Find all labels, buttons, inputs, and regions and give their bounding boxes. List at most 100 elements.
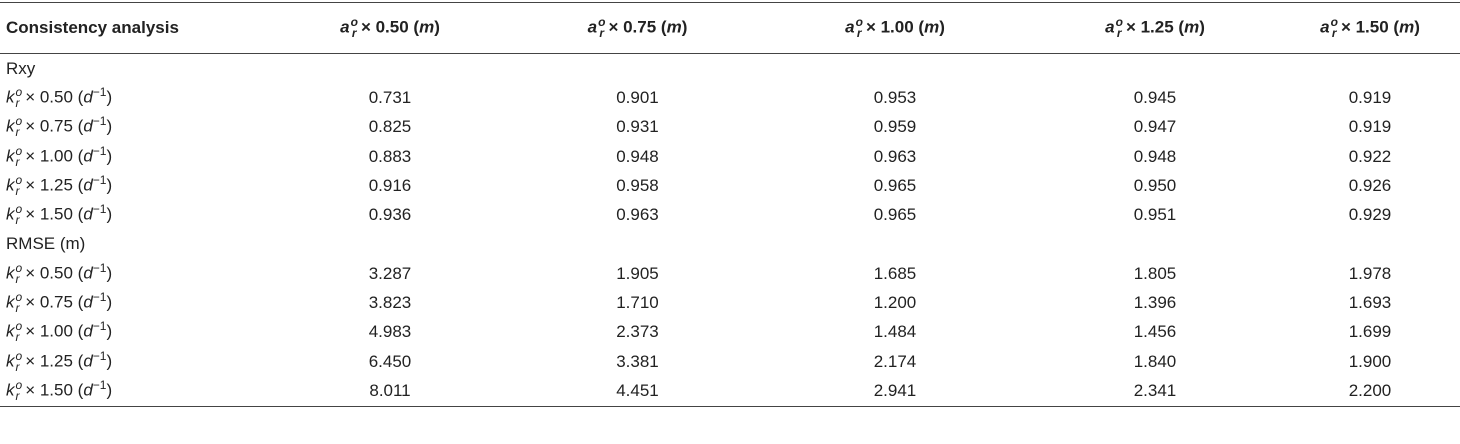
row-label: k o r × 0.75 (d−1) bbox=[0, 288, 265, 317]
empty-cell bbox=[265, 230, 515, 259]
cell: 2.200 bbox=[1348, 380, 1392, 400]
unit: m bbox=[419, 17, 435, 37]
superscript: o bbox=[15, 348, 23, 363]
row-label: k o r × 0.50 (d−1) bbox=[0, 259, 265, 288]
row-label: k o r × 0.75 (d−1) bbox=[0, 113, 265, 142]
cell: 0.731 bbox=[368, 87, 412, 107]
data-row: k o r × 0.50 (d−1) 3.287 1.905 1.685 1.805 1.978 bbox=[0, 259, 1460, 288]
subscript: r bbox=[15, 359, 20, 374]
factor-text: × 1.25 ( bbox=[25, 175, 84, 195]
cell: 1.840 bbox=[1133, 351, 1177, 371]
cell: 1.805 bbox=[1133, 263, 1177, 283]
factor-text: × 1.50 ( bbox=[25, 380, 84, 400]
table-body: Rxy k o r × 0.50 (d−1) 0.731 0.901 0.953 0.945 0.… bbox=[0, 54, 1460, 407]
cell: 3.287 bbox=[368, 263, 412, 283]
superscript: o bbox=[15, 290, 23, 305]
factor-text: × 0.75 ( bbox=[25, 292, 84, 312]
subscript: r bbox=[15, 330, 20, 345]
cell: 3.823 bbox=[368, 293, 412, 313]
cell: 1.693 bbox=[1348, 293, 1392, 313]
cell: 0.958 bbox=[616, 175, 659, 195]
factor-text: × 0.50 ( bbox=[360, 17, 420, 37]
close-paren: ) bbox=[106, 380, 113, 400]
superscript: o bbox=[15, 202, 23, 217]
cell: 0.929 bbox=[1348, 205, 1392, 225]
cell: 1.900 bbox=[1348, 351, 1392, 371]
cell: 1.978 bbox=[1348, 263, 1392, 283]
close-paren: ) bbox=[106, 146, 113, 166]
empty-cell bbox=[760, 230, 1030, 259]
subscript: r bbox=[15, 154, 20, 169]
unit: d bbox=[83, 292, 93, 312]
superscript: o bbox=[598, 15, 606, 29]
empty-cell bbox=[515, 54, 760, 84]
subscript: r bbox=[15, 183, 20, 198]
subscript: r bbox=[1116, 26, 1122, 40]
cell: 1.456 bbox=[1133, 322, 1177, 342]
unit: d bbox=[83, 204, 93, 224]
header-row: Consistency analysis a o r × 0.50 (m) a o r × 0… bbox=[0, 2, 1460, 54]
empty-cell bbox=[1280, 230, 1460, 259]
symbol: a bbox=[1105, 17, 1115, 37]
close-paren: ) bbox=[939, 17, 945, 37]
row-label: k o r × 1.50 (d−1) bbox=[0, 200, 265, 229]
close-paren: ) bbox=[106, 351, 113, 371]
cell: 1.710 bbox=[616, 293, 659, 313]
superscript: o bbox=[15, 319, 23, 334]
cell: 0.965 bbox=[873, 175, 917, 195]
data-row: k o r × 1.25 (d−1) 0.916 0.958 0.965 0.950 0.926 bbox=[0, 171, 1460, 200]
unit-exponent: −1 bbox=[92, 319, 107, 334]
cell: 0.901 bbox=[616, 87, 659, 107]
factor-text: × 0.50 ( bbox=[25, 263, 84, 283]
superscript: o bbox=[855, 15, 863, 29]
data-row: k o r × 1.50 (d−1) 0.936 0.963 0.965 0.951 0.929 bbox=[0, 200, 1460, 229]
column-header: a o r × 1.25 (m) bbox=[1030, 3, 1280, 54]
cell: 1.905 bbox=[616, 263, 659, 283]
factor-text: × 1.50 ( bbox=[25, 204, 84, 224]
subscript: r bbox=[1331, 26, 1337, 40]
factor-text: × 0.50 ( bbox=[25, 87, 84, 107]
cell: 0.936 bbox=[368, 205, 412, 225]
cell: 0.825 bbox=[368, 117, 412, 137]
cell: 0.963 bbox=[616, 205, 659, 225]
cell: 0.951 bbox=[1133, 205, 1177, 225]
header-title: Consistency analysis bbox=[6, 18, 179, 37]
close-paren: ) bbox=[106, 87, 113, 107]
subscript: r bbox=[15, 301, 20, 316]
empty-cell bbox=[1280, 54, 1460, 84]
data-row: k o r × 1.00 (d−1) 4.983 2.373 1.484 1.456 1.699 bbox=[0, 318, 1460, 347]
factor-text: × 1.25 ( bbox=[25, 351, 84, 371]
unit-exponent: −1 bbox=[92, 172, 107, 187]
factor-text: × 1.25 ( bbox=[1125, 17, 1185, 37]
superscript: o bbox=[1115, 15, 1123, 29]
close-paren: ) bbox=[681, 17, 688, 37]
row-label: k o r × 1.00 (d−1) bbox=[0, 318, 265, 347]
symbol: a bbox=[340, 17, 350, 37]
symbol: k bbox=[6, 263, 15, 283]
column-header: a o r × 1.00 (m) bbox=[760, 3, 1030, 54]
close-paren: ) bbox=[1199, 17, 1205, 37]
unit: d bbox=[83, 263, 93, 283]
symbol: k bbox=[6, 204, 15, 224]
cell: 1.200 bbox=[873, 293, 917, 313]
symbol: k bbox=[6, 116, 15, 136]
symbol: a bbox=[587, 17, 598, 37]
factor-text: × 1.00 ( bbox=[25, 146, 84, 166]
close-paren: ) bbox=[106, 321, 113, 341]
row-label: k o r × 1.50 (d−1) bbox=[0, 376, 265, 406]
unit: m bbox=[924, 17, 940, 37]
close-paren: ) bbox=[106, 175, 113, 195]
cell: 1.699 bbox=[1348, 322, 1392, 342]
cell: 0.919 bbox=[1348, 117, 1392, 137]
superscript: o bbox=[15, 84, 23, 99]
unit: d bbox=[83, 321, 93, 341]
subscript: r bbox=[15, 388, 20, 403]
symbol: k bbox=[6, 87, 15, 107]
